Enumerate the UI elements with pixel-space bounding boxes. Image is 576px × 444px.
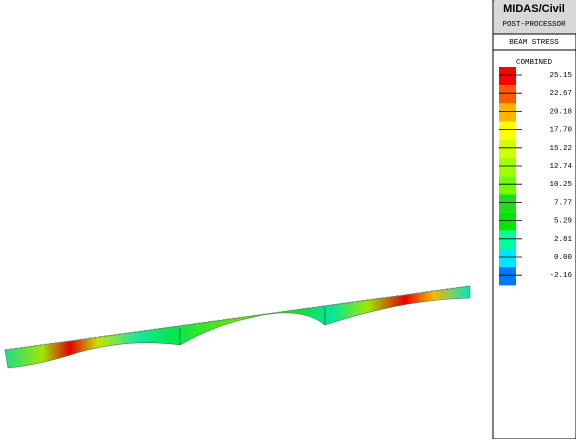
legend-label: 10.25 (549, 181, 572, 189)
legend-swatch (499, 176, 516, 194)
screen: MIDAS/Civil POST-PROCESSOR BEAM STRESS C… (0, 0, 576, 439)
legend-swatch (499, 267, 516, 285)
legend-label: 12.74 (549, 163, 572, 171)
result-type: BEAM STRESS (509, 39, 559, 47)
legend-swatch (499, 213, 516, 231)
legend-swatch (499, 67, 516, 85)
legend-swatch (499, 249, 516, 267)
legend-swatch (499, 103, 516, 121)
legend-panel: MIDAS/Civil POST-PROCESSOR BEAM STRESS C… (493, 0, 576, 439)
legend-label: 20.18 (549, 108, 572, 116)
result-component: COMBINED (516, 59, 553, 67)
legend-swatch (499, 231, 516, 249)
legend-label: -2.16 (549, 272, 572, 280)
legend-label: 17.70 (549, 127, 572, 135)
app-subtitle: POST-PROCESSOR (502, 21, 566, 29)
legend-swatch (499, 158, 516, 176)
app-title: MIDAS/Civil (503, 3, 565, 15)
legend-swatch (499, 194, 516, 212)
legend-label: 5.29 (554, 218, 572, 226)
legend-swatch (499, 85, 516, 103)
legend-label: 25.15 (549, 72, 572, 80)
legend-swatch (499, 140, 516, 158)
legend-label: 15.22 (549, 145, 572, 153)
legend-label: 22.67 (549, 90, 572, 98)
legend-label: 2.81 (554, 236, 573, 244)
legend-label: 7.77 (554, 199, 572, 207)
legend-label: 0.00 (554, 254, 573, 262)
beam-model (5, 286, 470, 368)
legend-swatch (499, 122, 516, 140)
